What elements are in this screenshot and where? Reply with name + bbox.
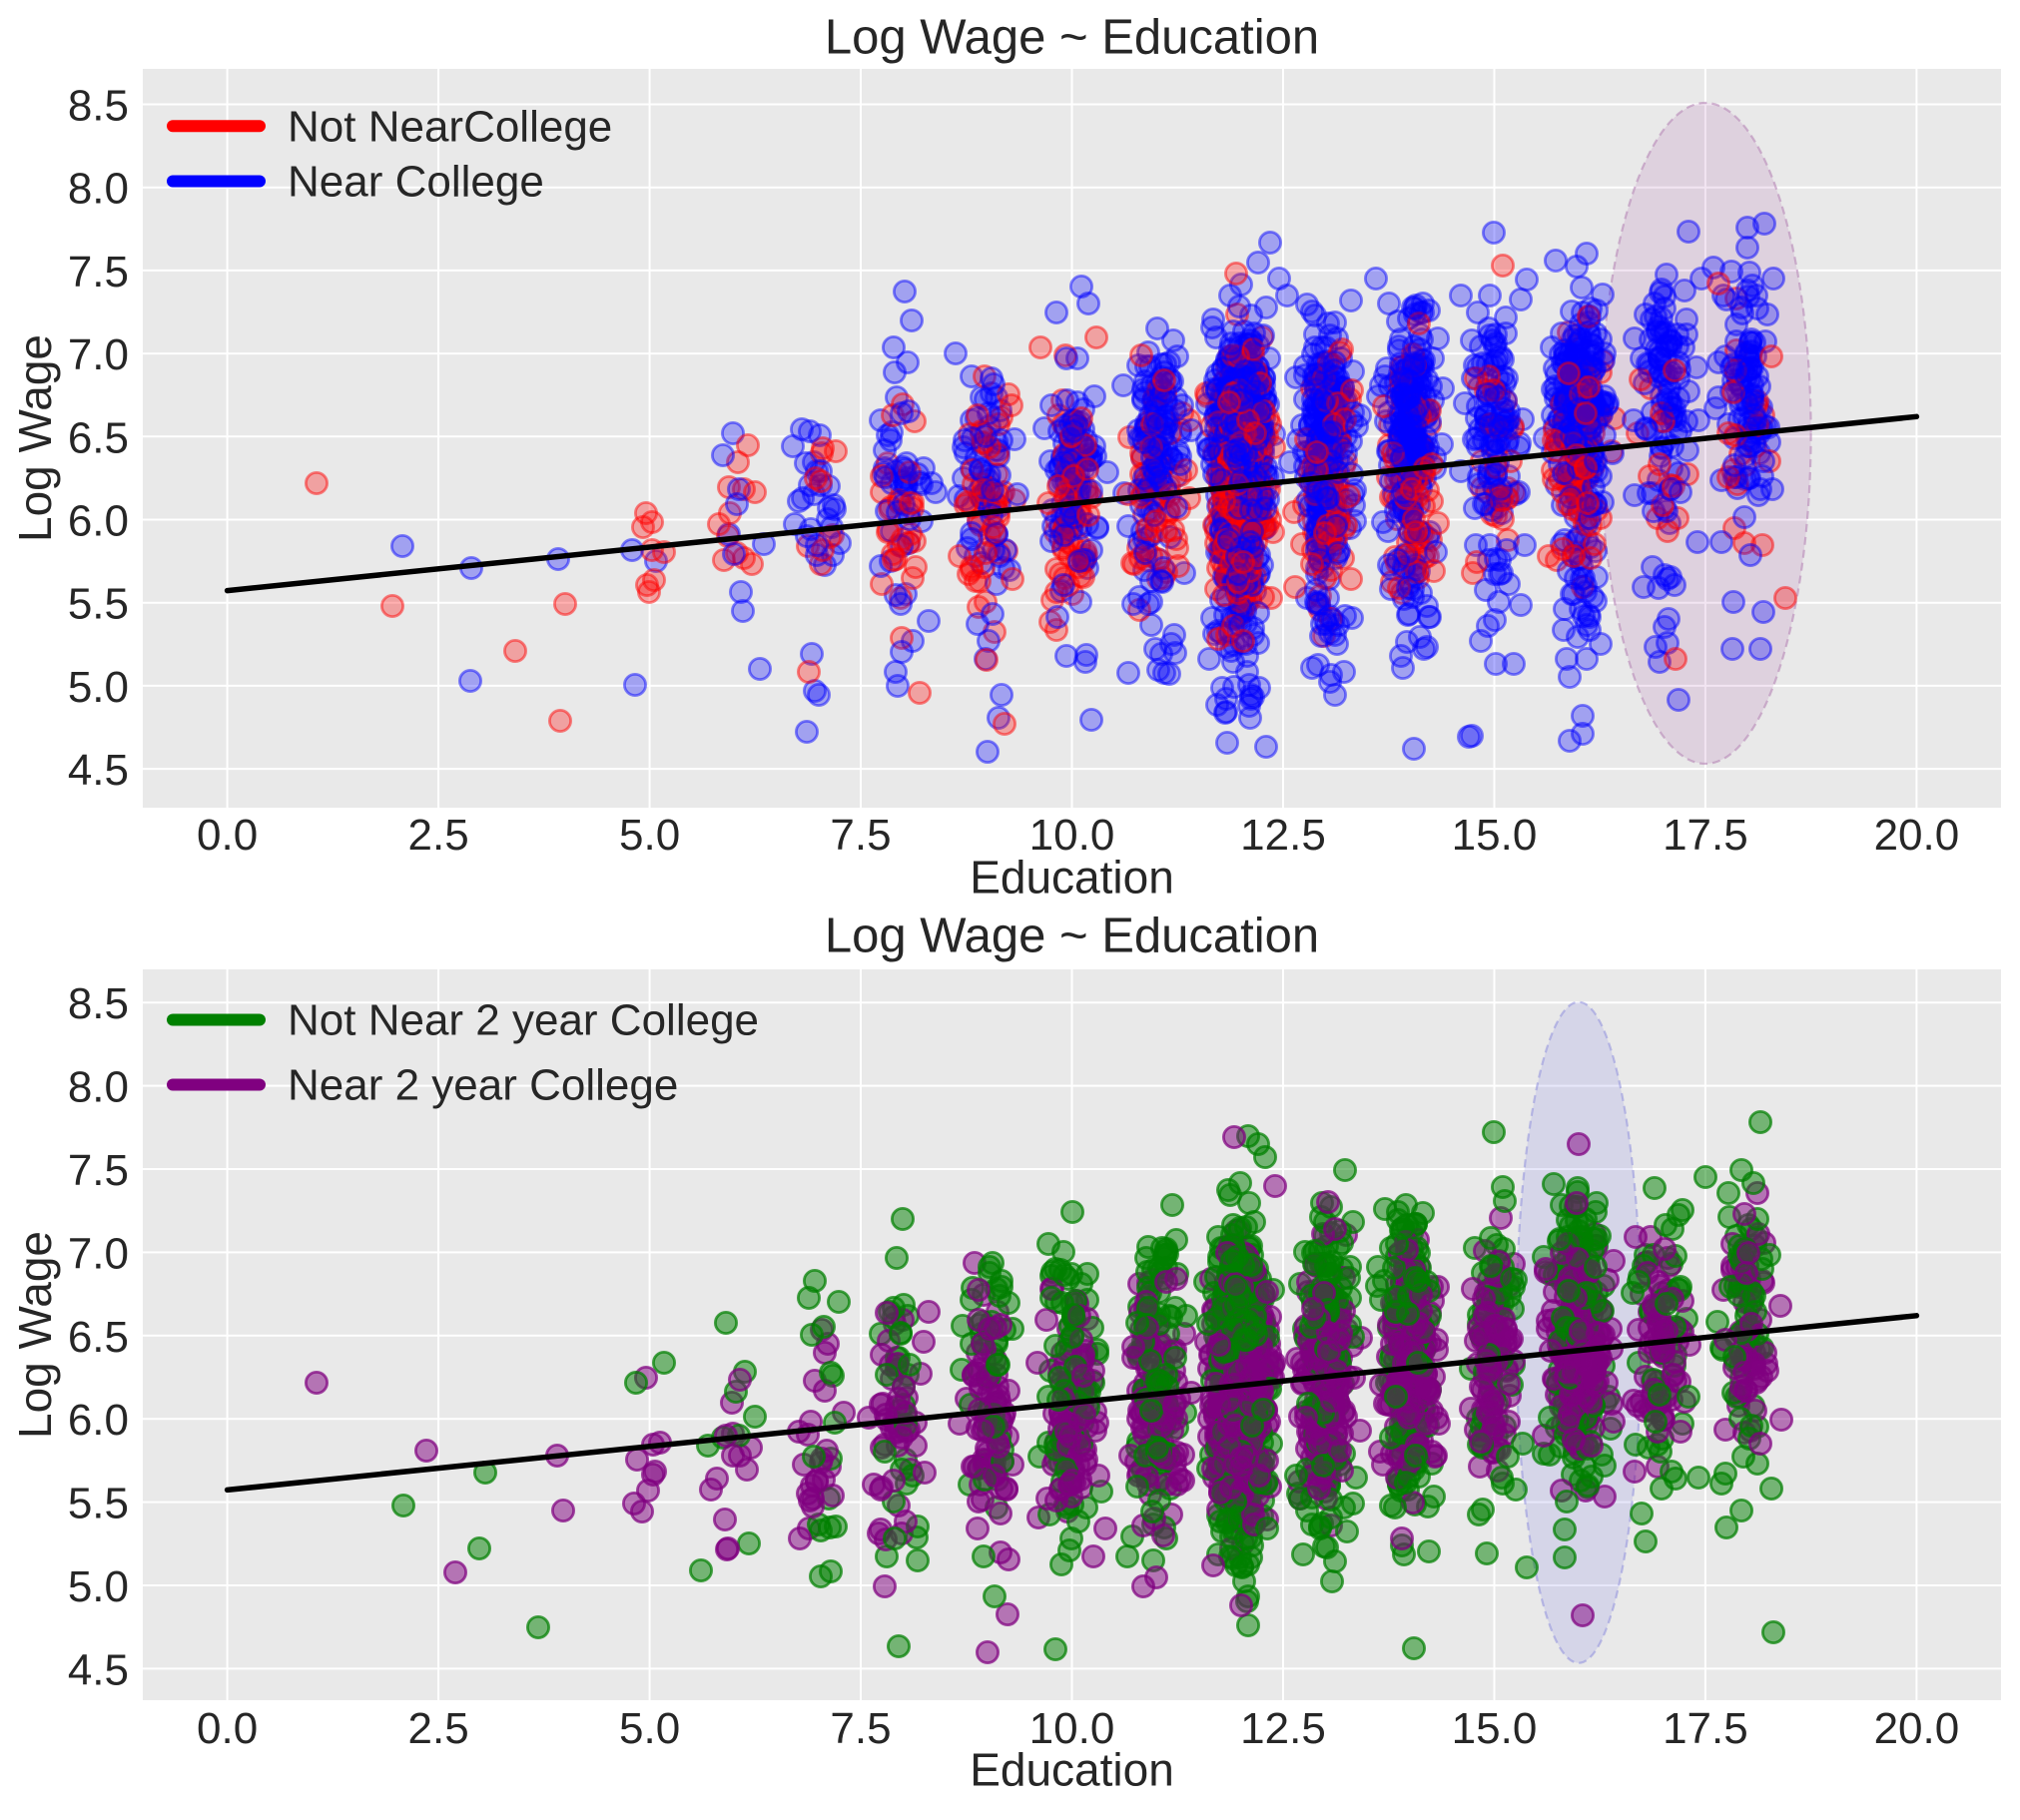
svg-text:2.5: 2.5 xyxy=(408,811,469,860)
svg-text:15.0: 15.0 xyxy=(1452,811,1538,860)
svg-text:5.5: 5.5 xyxy=(68,580,129,629)
svg-text:20.0: 20.0 xyxy=(1874,811,1960,860)
svg-text:Education: Education xyxy=(970,852,1174,904)
svg-text:8.0: 8.0 xyxy=(68,165,129,214)
svg-text:Log Wage ~ Education: Log Wage ~ Education xyxy=(825,11,1319,65)
svg-text:12.5: 12.5 xyxy=(1240,811,1326,860)
svg-text:17.5: 17.5 xyxy=(1663,811,1748,860)
svg-text:5.0: 5.0 xyxy=(619,811,680,860)
svg-text:Log Wage: Log Wage xyxy=(9,334,61,542)
svg-text:0.0: 0.0 xyxy=(197,811,258,860)
svg-text:Not NearCollege: Not NearCollege xyxy=(288,102,612,151)
svg-text:5.0: 5.0 xyxy=(68,663,129,712)
svg-text:8.5: 8.5 xyxy=(68,82,129,131)
svg-text:4.5: 4.5 xyxy=(68,746,129,795)
svg-text:7.5: 7.5 xyxy=(68,248,129,297)
svg-text:7.0: 7.0 xyxy=(68,330,129,379)
svg-text:6.0: 6.0 xyxy=(68,497,129,546)
svg-text:Near College: Near College xyxy=(288,158,544,207)
svg-text:7.5: 7.5 xyxy=(830,811,891,860)
svg-text:6.5: 6.5 xyxy=(68,413,129,462)
